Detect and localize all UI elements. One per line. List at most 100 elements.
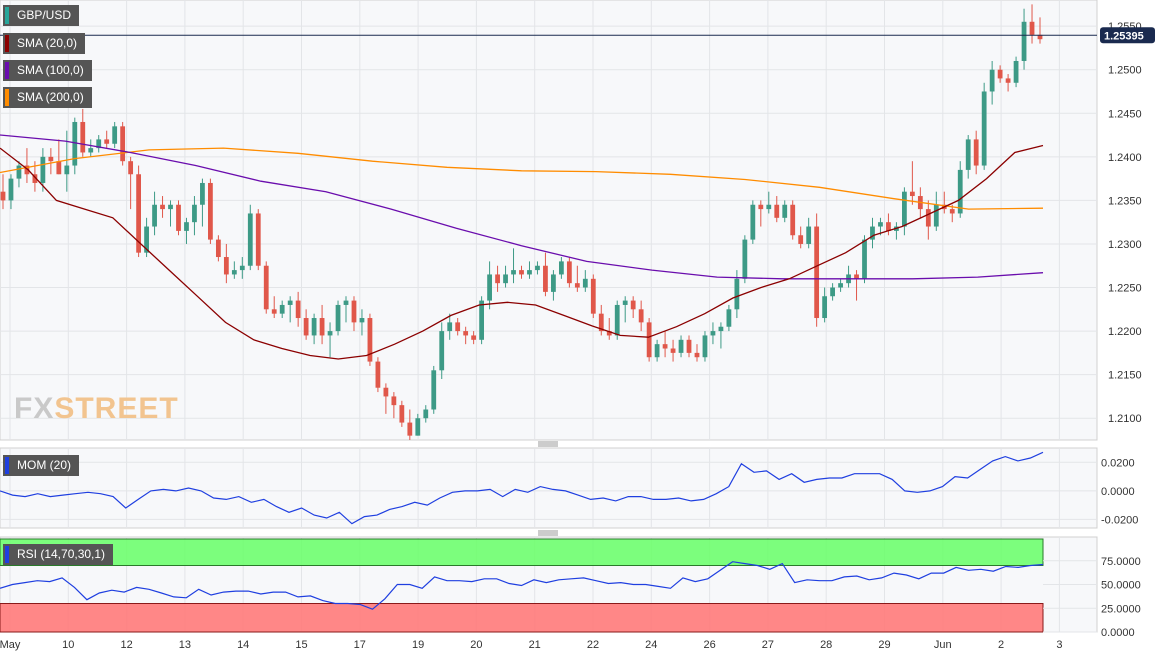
candle-body (806, 226, 812, 244)
fxstreet-watermark: FXSTREET (14, 392, 179, 425)
candle-body (431, 370, 437, 410)
candle-body (208, 182, 213, 240)
legend-swatch (5, 35, 9, 52)
overbought-zone (0, 538, 1044, 566)
candle-body (582, 278, 588, 288)
candle-body (901, 191, 907, 227)
y-tick-label: 0.0200 (1101, 457, 1135, 469)
candle-body (574, 283, 580, 288)
candle-body (64, 165, 70, 175)
y-tick-label: 1.2450 (1108, 108, 1142, 120)
y-tick-label: -0.0200 (1101, 514, 1138, 526)
candle-body (742, 239, 748, 279)
x-tick-label: 12 (120, 639, 132, 651)
legend-swatch (5, 89, 9, 106)
legend-sma200: SMA (200,0) (3, 87, 92, 108)
candle-body (662, 344, 668, 349)
candle-body (471, 335, 477, 340)
candle-body (782, 204, 788, 218)
candle-body (479, 300, 485, 340)
candle-body (56, 161, 62, 175)
candle-body (247, 213, 253, 266)
y-tick-label: 25.0000 (1101, 603, 1141, 615)
candle-body (519, 270, 524, 275)
candle-body (997, 69, 1003, 79)
candle-body (0, 191, 6, 201)
legend-mom: MOM (20) (3, 455, 79, 476)
candle-body (255, 213, 261, 266)
candle-body (263, 265, 269, 310)
candle-body (750, 204, 756, 240)
candle-body (335, 304, 341, 332)
candle-body (670, 348, 676, 353)
candle-body (798, 235, 804, 244)
candle-body (933, 204, 939, 227)
price-panel: 1.25501.25001.24501.24001.23501.23001.22… (0, 0, 1155, 441)
candle-body (455, 322, 461, 332)
legend-gbpusd: GBP/USD (3, 5, 80, 26)
legend-swatch (5, 546, 9, 563)
x-tick-label: 24 (645, 639, 657, 651)
legend-sma100: SMA (100,0) (3, 60, 92, 81)
candle-body (1013, 60, 1019, 83)
candle-body (989, 69, 995, 92)
candle-body (407, 422, 413, 436)
legend-swatch (5, 62, 9, 79)
rsi-line (0, 561, 1044, 610)
candle-body (391, 396, 397, 406)
candle-body (463, 331, 469, 336)
candle-body (415, 418, 421, 436)
candle-body (710, 331, 716, 336)
candle-body (279, 304, 285, 314)
candle-body (925, 209, 931, 227)
candle-body (327, 331, 333, 336)
x-axis: May 10 12 13 14 15 17 19 20 21 22 24 26 27 28 29 Jun 2 3 (0, 441, 1062, 651)
candle-body (854, 274, 859, 279)
candle-body (367, 318, 373, 362)
candle-body (654, 344, 660, 358)
sma100-line (0, 134, 1044, 280)
legend-label: MOM (20) (17, 458, 71, 472)
candle-body (638, 309, 644, 323)
candle-body (957, 169, 963, 214)
last-price-tag (1100, 27, 1155, 44)
candle-body (447, 322, 453, 332)
candle-body (949, 209, 955, 214)
candle-body (814, 226, 820, 319)
candle-body (40, 156, 46, 183)
candle-body (535, 265, 540, 271)
candle-body (16, 165, 22, 179)
candle-body (1005, 78, 1011, 83)
candle-body (120, 126, 126, 162)
candle-body (303, 318, 309, 336)
y-tick-label: 1.2350 (1108, 195, 1142, 207)
x-tick-label: 3 (1056, 639, 1062, 651)
candle-body (606, 331, 612, 336)
legend-label: GBP/USD (17, 8, 72, 22)
candle-body (128, 161, 134, 175)
y-tick-label: 1.2150 (1108, 370, 1142, 382)
candle-body (192, 204, 197, 223)
candle-body (104, 139, 110, 144)
panel-resize-handle (538, 530, 558, 536)
candle-body (215, 239, 221, 258)
candle-body (870, 226, 875, 240)
candle-body (551, 274, 556, 292)
candle-body (590, 278, 596, 314)
y-tick-label: 1.2100 (1108, 413, 1142, 425)
candle-body (830, 287, 835, 297)
x-tick-label: 22 (587, 639, 599, 651)
x-tick-label: Jun (934, 639, 952, 651)
watermark-text: FXSTREET (14, 392, 179, 425)
last-price-label: 1.25395 (1104, 30, 1144, 42)
candle-body (375, 361, 381, 388)
candle-body (160, 204, 165, 210)
candle-body (702, 335, 708, 358)
candle-body (88, 148, 94, 153)
candle-body (718, 326, 724, 332)
candle-body (96, 139, 102, 149)
candle-body (566, 261, 572, 284)
candle-body (774, 204, 780, 218)
x-tick-label: 29 (878, 639, 890, 651)
